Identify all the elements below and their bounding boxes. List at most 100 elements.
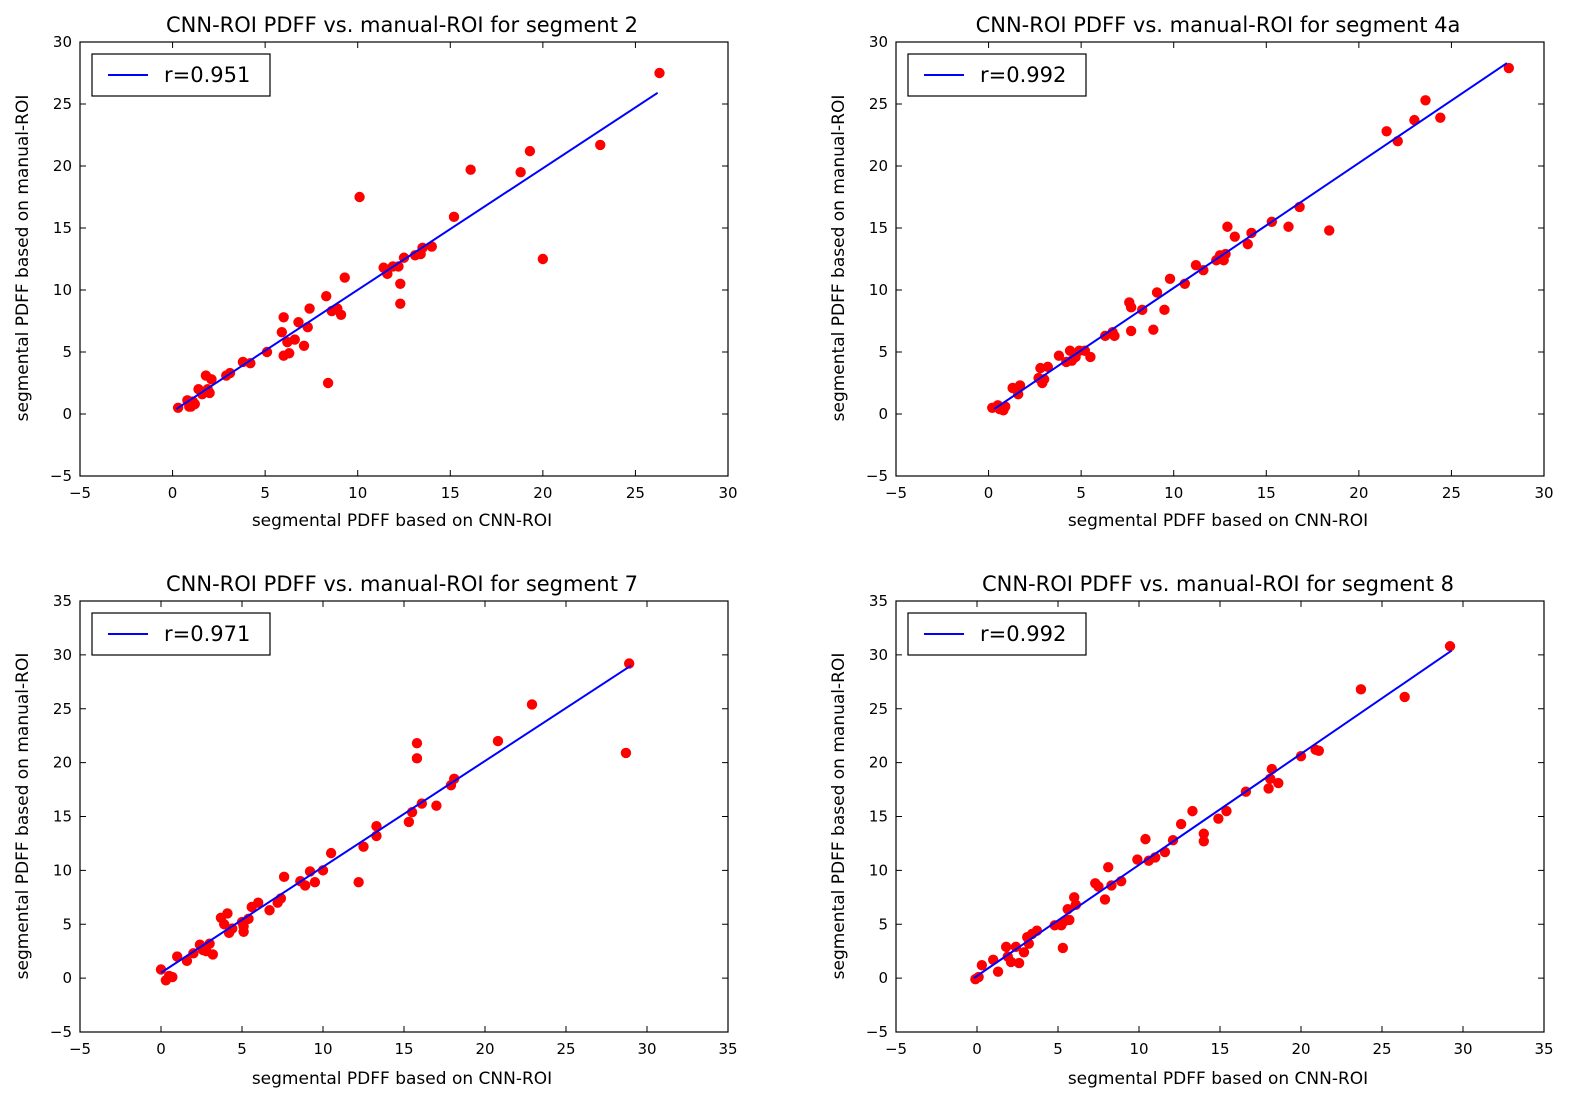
- fit-line: [175, 92, 659, 410]
- y-tick-label: −5: [866, 467, 888, 485]
- x-tick-label: 0: [972, 1040, 982, 1058]
- data-point: [1014, 380, 1026, 391]
- data-point: [335, 309, 347, 320]
- data-point: [321, 291, 332, 302]
- chart-title: CNN-ROI PDFF vs. manual-ROI for segment …: [166, 572, 638, 596]
- data-point: [411, 753, 423, 764]
- data-point: [1132, 854, 1143, 865]
- x-tick-label: 15: [394, 1040, 413, 1058]
- y-tick-label: 10: [53, 861, 72, 879]
- x-axis-label: segmental PDFF based on CNN-ROI: [1068, 1069, 1368, 1089]
- data-point: [623, 658, 635, 669]
- data-point: [1175, 818, 1187, 830]
- data-point: [1295, 750, 1307, 762]
- x-tick-label: 30: [718, 484, 737, 502]
- fit-line: [973, 649, 1453, 979]
- x-tick-label: 10: [348, 484, 367, 502]
- x-tick-label: 35: [718, 1040, 737, 1058]
- data-point: [1198, 264, 1209, 276]
- x-tick-label: 15: [1257, 484, 1276, 502]
- data-point: [411, 738, 423, 749]
- y-tick-label: 30: [869, 646, 888, 664]
- data-point: [207, 949, 219, 960]
- y-tick-label: 0: [62, 969, 72, 987]
- y-tick-label: 15: [53, 808, 72, 826]
- data-point: [448, 211, 460, 223]
- data-point: [172, 951, 183, 962]
- data-point: [1324, 225, 1335, 236]
- data-point: [1229, 231, 1241, 242]
- data-point: [1151, 287, 1163, 298]
- data-point: [1283, 221, 1294, 232]
- data-point: [238, 921, 249, 932]
- y-tick-label: 20: [53, 754, 72, 772]
- y-tick-label: 20: [869, 157, 888, 175]
- data-point: [227, 923, 238, 934]
- data-point: [654, 67, 665, 79]
- data-point: [1187, 805, 1198, 817]
- data-point: [1381, 126, 1392, 137]
- y-tick-label: 10: [53, 281, 72, 299]
- x-tick-label: −5: [69, 484, 91, 502]
- x-tick-label: 5: [237, 1040, 247, 1058]
- data-point: [1093, 881, 1104, 892]
- data-point: [206, 374, 217, 385]
- x-tick-label: −5: [885, 484, 907, 502]
- data-point: [264, 905, 275, 916]
- data-point: [339, 272, 350, 283]
- data-point: [278, 871, 290, 883]
- y-axis-label: segmental PDFF based on manual-ROI: [829, 95, 849, 422]
- data-point: [1057, 942, 1069, 954]
- y-tick-label: 20: [53, 157, 72, 175]
- y-tick-label: 15: [869, 219, 888, 237]
- data-point: [1273, 777, 1284, 789]
- x-tick-label: 5: [1076, 484, 1086, 502]
- data-point: [322, 377, 334, 389]
- data-point: [276, 326, 288, 338]
- data-point: [515, 167, 526, 178]
- y-tick-label: 25: [53, 700, 72, 718]
- x-tick-label: 0: [984, 484, 994, 502]
- data-point: [537, 253, 549, 265]
- data-point: [278, 312, 289, 323]
- y-tick-label: 25: [869, 95, 888, 113]
- x-tick-label: 10: [1164, 484, 1183, 502]
- data-point: [403, 816, 415, 828]
- x-tick-label: 30: [1453, 1040, 1472, 1058]
- x-axis-label: segmental PDFF based on CNN-ROI: [1068, 511, 1368, 531]
- data-point: [1198, 828, 1210, 839]
- data-point: [353, 877, 364, 888]
- plot-frame: [895, 41, 1545, 477]
- data-point: [1190, 260, 1202, 271]
- y-tick-label: 5: [62, 915, 72, 933]
- data-point: [492, 735, 504, 747]
- x-tick-label: 0: [156, 1040, 166, 1058]
- y-tick-label: 5: [878, 915, 888, 933]
- x-tick-label: 5: [260, 484, 270, 502]
- data-point: [325, 847, 337, 859]
- data-point: [1503, 62, 1515, 74]
- x-tick-label: 0: [168, 484, 178, 502]
- y-tick-label: 25: [53, 95, 72, 113]
- y-tick-label: 10: [869, 281, 888, 299]
- data-point: [245, 357, 256, 369]
- data-point: [1099, 894, 1111, 905]
- data-point: [371, 820, 382, 832]
- data-point: [395, 278, 406, 289]
- x-axis-label: segmental PDFF based on CNN-ROI: [252, 1069, 552, 1089]
- data-point: [1198, 836, 1210, 847]
- data-point: [1242, 238, 1253, 250]
- y-tick-label: 5: [62, 343, 72, 361]
- data-point: [465, 164, 476, 175]
- x-tick-label: 20: [1291, 1040, 1310, 1058]
- data-point: [973, 971, 984, 983]
- data-point: [1140, 833, 1151, 845]
- data-point: [204, 938, 215, 949]
- data-point: [358, 841, 369, 852]
- x-tick-label: 20: [1349, 484, 1368, 502]
- data-point: [289, 334, 300, 345]
- x-tick-label: 30: [1534, 484, 1553, 502]
- data-point: [992, 966, 1004, 977]
- x-tick-label: 25: [556, 1040, 575, 1058]
